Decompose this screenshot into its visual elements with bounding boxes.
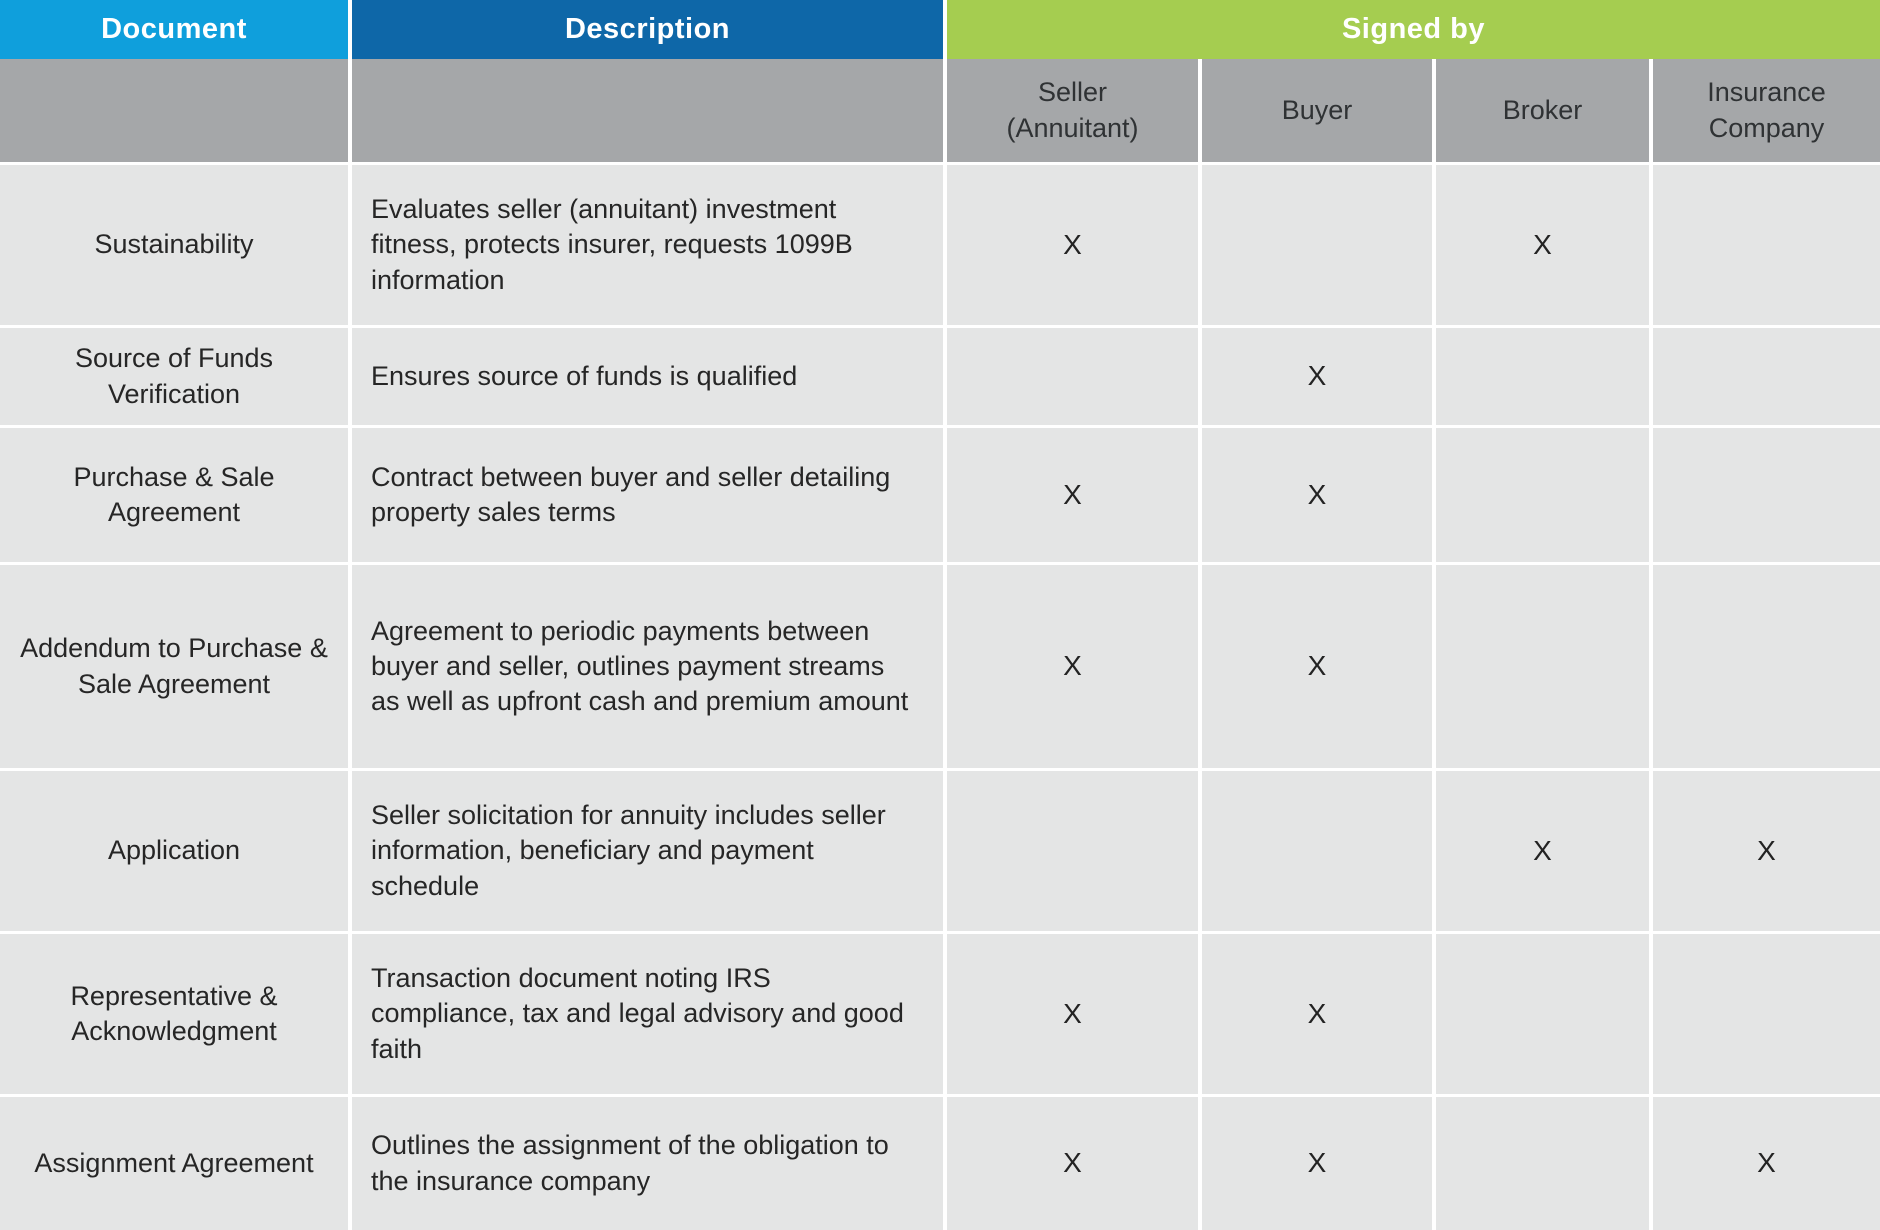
mark-buyer: X (1202, 428, 1432, 562)
mark-broker: X (1436, 771, 1649, 931)
mark-seller: X (947, 165, 1198, 325)
subheader-spacer-description (352, 59, 943, 162)
document-name: Sustainability (0, 165, 348, 325)
mark-seller: X (947, 428, 1198, 562)
mark-buyer: X (1202, 565, 1432, 768)
mark-seller (947, 328, 1198, 425)
table-row: Addendum to Purchase & Sale Agreement Ag… (0, 565, 1880, 768)
mark-buyer (1202, 165, 1432, 325)
document-name: Addendum to Purchase & Sale Agreement (0, 565, 348, 768)
column-header-buyer: Buyer (1202, 59, 1432, 162)
mark-buyer (1202, 771, 1432, 931)
table-header-row: Document Description Signed by (0, 0, 1880, 59)
mark-broker (1436, 1097, 1649, 1230)
table-row: Assignment Agreement Outlines the assign… (0, 1097, 1880, 1230)
document-description: Agreement to periodic payments between b… (352, 565, 943, 768)
document-description: Contract between buyer and seller detail… (352, 428, 943, 562)
table-row: Source of Funds Verification Ensures sou… (0, 328, 1880, 425)
mark-broker (1436, 565, 1649, 768)
mark-seller: X (947, 934, 1198, 1094)
mark-broker (1436, 428, 1649, 562)
mark-seller (947, 771, 1198, 931)
column-header-broker: Broker (1436, 59, 1649, 162)
mark-insurance (1653, 428, 1880, 562)
table-row: Application Seller solicitation for annu… (0, 771, 1880, 931)
document-name: Assignment Agreement (0, 1097, 348, 1230)
mark-insurance (1653, 328, 1880, 425)
document-description: Seller solicitation for annuity includes… (352, 771, 943, 931)
table-row: Purchase & Sale Agreement Contract betwe… (0, 428, 1880, 562)
mark-buyer: X (1202, 328, 1432, 425)
table-row: Representative & Acknowledgment Transact… (0, 934, 1880, 1094)
document-name: Representative & Acknowledgment (0, 934, 348, 1094)
column-header-description: Description (352, 0, 943, 59)
document-description: Outlines the assignment of the obligatio… (352, 1097, 943, 1230)
mark-seller: X (947, 565, 1198, 768)
table-row: Sustainability Evaluates seller (annuita… (0, 165, 1880, 325)
mark-insurance: X (1653, 1097, 1880, 1230)
mark-insurance (1653, 565, 1880, 768)
mark-buyer: X (1202, 934, 1432, 1094)
mark-insurance: X (1653, 771, 1880, 931)
table-subheader-row: Seller (Annuitant) Buyer Broker Insuranc… (0, 59, 1880, 162)
mark-broker (1436, 934, 1649, 1094)
mark-broker: X (1436, 165, 1649, 325)
mark-buyer: X (1202, 1097, 1432, 1230)
mark-broker (1436, 328, 1649, 425)
document-name: Source of Funds Verification (0, 328, 348, 425)
mark-seller: X (947, 1097, 1198, 1230)
document-description: Transaction document noting IRS complian… (352, 934, 943, 1094)
column-header-document: Document (0, 0, 348, 59)
document-description: Evaluates seller (annuitant) investment … (352, 165, 943, 325)
subheader-spacer-document (0, 59, 348, 162)
document-description: Ensures source of funds is qualified (352, 328, 943, 425)
mark-insurance (1653, 165, 1880, 325)
document-name: Purchase & Sale Agreement (0, 428, 348, 562)
column-header-signed-by: Signed by (947, 0, 1880, 59)
column-header-insurance-company: Insurance Company (1653, 59, 1880, 162)
column-header-seller-annuitant: Seller (Annuitant) (947, 59, 1198, 162)
document-name: Application (0, 771, 348, 931)
mark-insurance (1653, 934, 1880, 1094)
